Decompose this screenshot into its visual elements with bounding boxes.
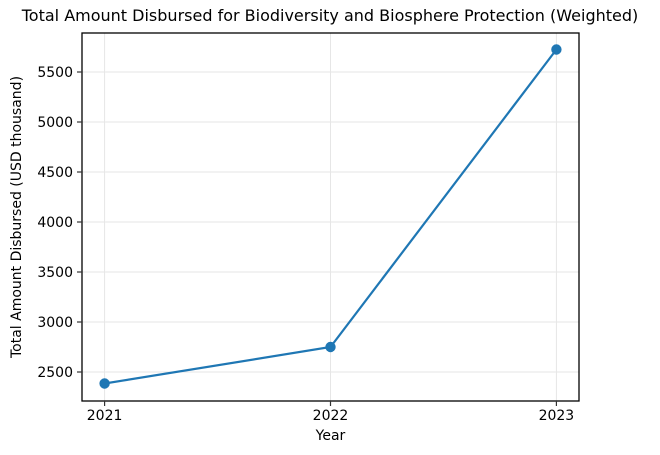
y-tick-label: 3500: [37, 265, 73, 281]
x-tick-label: 2021: [87, 408, 123, 424]
y-tick-label: 4000: [37, 215, 73, 231]
data-point: [551, 44, 562, 55]
y-tick-label: 2500: [37, 365, 73, 381]
y-tick-label: 3000: [37, 315, 73, 331]
y-tick-label: 5000: [37, 115, 73, 131]
x-axis-label: Year: [315, 428, 346, 444]
data-point: [325, 341, 336, 353]
y-tick-label: 5500: [37, 65, 73, 81]
y-tick-label: 4500: [37, 165, 73, 181]
data-point: [99, 378, 110, 389]
x-tick-label: 2022: [313, 408, 349, 424]
chart-title: Total Amount Disbursed for Biodiversity …: [21, 6, 639, 25]
x-tick-label: 2023: [539, 408, 575, 424]
